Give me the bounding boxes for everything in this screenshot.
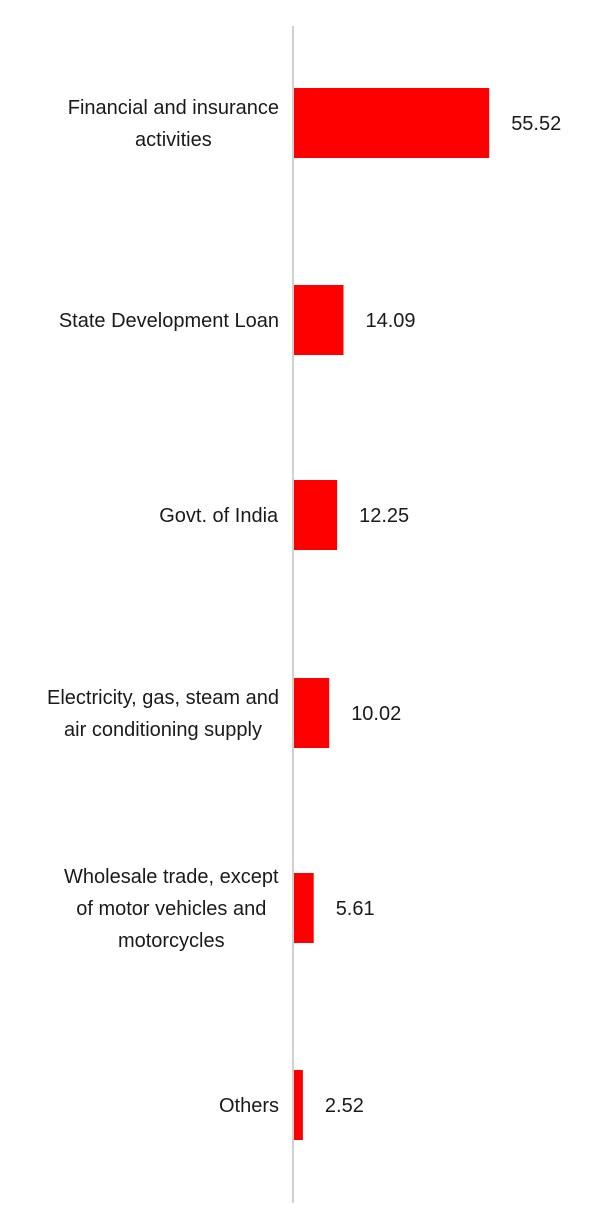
category-label-3: Electricity, gas, steam and air condition… xyxy=(47,687,279,741)
bars-group xyxy=(294,88,490,1140)
category-label-2: Govt. of India xyxy=(159,505,279,527)
value-label-2: 12.25 xyxy=(359,505,409,527)
category-labels-group: Financial and insurance activities State D… xyxy=(47,97,279,1117)
value-label-5: 2.52 xyxy=(325,1095,364,1117)
bar-1 xyxy=(294,285,344,355)
value-label-3: 10.02 xyxy=(351,703,401,725)
category-label-0: Financial and insurance activities xyxy=(68,97,279,151)
bar-5 xyxy=(294,1070,303,1140)
bar-3 xyxy=(294,678,330,748)
value-label-0: 55.52 xyxy=(511,113,561,135)
bar-4 xyxy=(294,873,314,943)
category-label-1: State Development Loan xyxy=(59,310,279,332)
value-labels-group: 55.52 14.09 12.25 10.02 5.61 2.52 xyxy=(325,113,561,1117)
bar-2 xyxy=(294,480,338,550)
category-label-4: Wholesale trade, except of motor vehicles… xyxy=(64,866,279,952)
value-label-1: 14.09 xyxy=(366,310,416,332)
category-label-5: Others xyxy=(219,1095,279,1117)
value-label-4: 5.61 xyxy=(336,898,375,920)
bar-0 xyxy=(294,88,490,158)
